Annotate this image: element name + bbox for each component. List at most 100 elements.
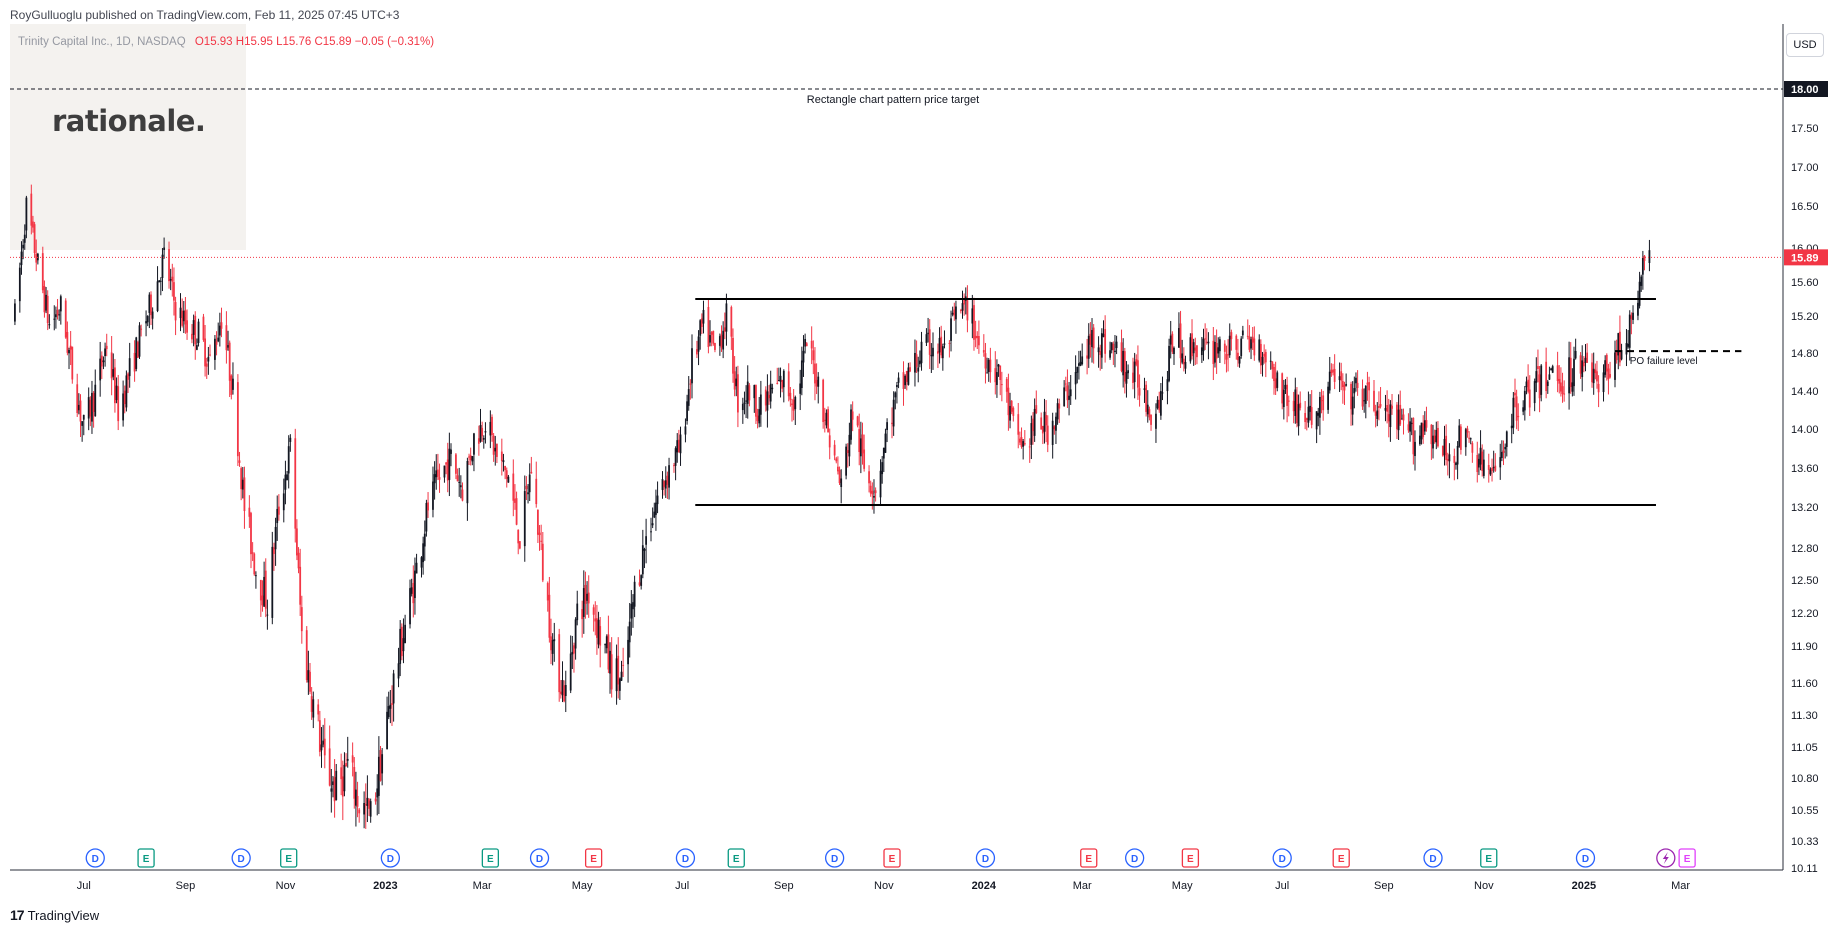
- candle-body: [517, 529, 520, 544]
- candle: [599, 616, 602, 668]
- candle: [558, 628, 561, 702]
- candle-body: [1097, 347, 1100, 353]
- candle-body: [1525, 381, 1528, 388]
- candle-body: [994, 368, 997, 383]
- candle-body: [332, 781, 334, 786]
- candle: [1282, 379, 1285, 420]
- candle-body: [435, 470, 438, 478]
- candle: [179, 293, 182, 332]
- price-chart[interactable]: 10.1110.3310.5510.8011.0511.3011.6011.90…: [0, 0, 1835, 900]
- candle-body: [812, 350, 815, 361]
- candle-body: [496, 443, 498, 457]
- candle: [1540, 364, 1543, 402]
- candle-body: [1537, 366, 1539, 369]
- candle: [1374, 404, 1377, 428]
- tradingview-brand[interactable]: 17 TradingView: [10, 907, 99, 923]
- candle: [181, 298, 184, 328]
- candle-body: [1022, 441, 1025, 447]
- earnings-icon: [1181, 848, 1200, 868]
- candle-body: [1591, 362, 1593, 383]
- candle-body: [64, 300, 67, 338]
- candle-body: [271, 546, 274, 618]
- candle: [977, 320, 980, 354]
- candle: [309, 662, 311, 695]
- candle-body: [1604, 360, 1607, 375]
- candle-body: [597, 619, 600, 645]
- candle: [415, 553, 418, 574]
- candle-body: [1422, 423, 1425, 438]
- candle: [1122, 338, 1125, 388]
- candle: [207, 346, 210, 375]
- candle: [277, 494, 280, 521]
- candle-body: [1135, 359, 1138, 365]
- candle: [1102, 320, 1105, 338]
- candle: [182, 300, 185, 334]
- candle-body: [343, 764, 346, 792]
- candle-body: [207, 356, 210, 362]
- candle-body: [1491, 467, 1493, 471]
- candle-body: [1356, 382, 1359, 389]
- candle-body: [540, 540, 543, 542]
- candle-body: [630, 603, 633, 619]
- candle: [1579, 352, 1582, 379]
- candle: [927, 317, 929, 343]
- candle: [941, 343, 944, 371]
- candle-body: [1464, 429, 1467, 448]
- candle: [643, 547, 646, 569]
- candle: [243, 466, 246, 529]
- candle-body: [976, 335, 979, 339]
- time-tick-label: Mar: [1073, 880, 1092, 892]
- candle-body: [1400, 418, 1403, 420]
- candle-body: [340, 767, 343, 780]
- candle-body: [1287, 400, 1290, 402]
- candle: [987, 357, 990, 382]
- candle: [792, 389, 795, 421]
- candle: [996, 359, 998, 398]
- candle: [1328, 356, 1331, 394]
- candle: [266, 599, 269, 630]
- candle-body: [1271, 361, 1274, 370]
- candle-body: [1063, 387, 1066, 407]
- event-marker-d: D: [529, 848, 550, 868]
- candle: [551, 633, 554, 666]
- candle-body: [1182, 358, 1185, 365]
- candle-body: [479, 425, 482, 442]
- candle: [110, 336, 113, 396]
- candle-body: [161, 254, 164, 278]
- candle: [317, 699, 320, 722]
- candle-body: [948, 342, 951, 344]
- earnings-icon: [280, 848, 298, 868]
- candle: [105, 333, 108, 357]
- symbol-name[interactable]: Trinity Capital Inc., 1D, NASDAQ: [18, 36, 186, 48]
- candle: [287, 435, 290, 489]
- candle: [218, 312, 221, 347]
- candle-body: [491, 416, 493, 436]
- candle-body: [1605, 354, 1608, 372]
- candle-body: [1012, 407, 1015, 416]
- candle: [1584, 344, 1587, 372]
- candle: [802, 335, 805, 377]
- candle-body: [874, 490, 877, 494]
- event-marker-e: E: [481, 848, 500, 868]
- candle-body: [286, 474, 288, 481]
- axes: 10.1110.3310.5510.8011.0511.3011.6011.90…: [10, 24, 1819, 892]
- candle: [884, 428, 887, 454]
- candle-body: [56, 309, 59, 316]
- candle-body: [389, 704, 392, 709]
- currency-button[interactable]: USD: [1786, 33, 1824, 57]
- symbol-legend: Trinity Capital Inc., 1D, NASDAQ O15.93 …: [18, 36, 434, 48]
- event-marker-split: [1656, 848, 1676, 868]
- candle: [368, 798, 370, 816]
- candle-body: [743, 402, 746, 404]
- candle: [1035, 390, 1038, 415]
- candle-body: [1396, 404, 1398, 430]
- candle-body: [1597, 383, 1600, 393]
- candle: [1296, 387, 1298, 428]
- candle: [756, 408, 759, 429]
- candle: [356, 781, 359, 818]
- candle-body: [1225, 353, 1228, 360]
- candle: [1556, 351, 1559, 393]
- candle: [1345, 373, 1348, 387]
- candle-body: [1459, 426, 1462, 450]
- candle-body: [94, 384, 97, 417]
